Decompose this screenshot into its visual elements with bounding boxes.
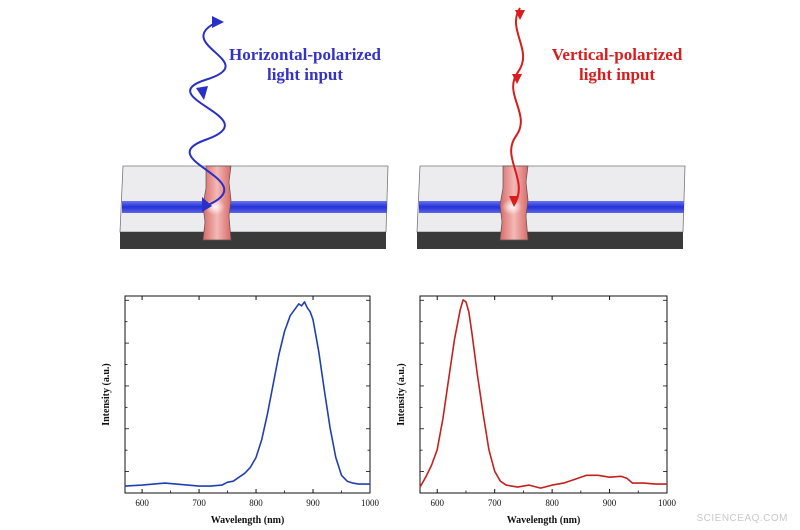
y-axis-title: Intensity (a.u.) [396, 363, 407, 426]
arrow-icon [512, 74, 522, 84]
light-wave-vertical [510, 7, 525, 206]
substrate-side [417, 232, 683, 249]
x-tick-label: 700 [192, 498, 206, 508]
substrate-side [120, 232, 386, 249]
light-wave-horizontal [188, 21, 227, 206]
x-tick-label: 800 [249, 498, 263, 508]
x-tick-label: 900 [306, 498, 320, 508]
x-tick-label: 1000 [658, 498, 677, 508]
device-vertical: Vertical-polarized light input [416, 7, 686, 249]
arrow-icon [196, 86, 208, 100]
x-tick-label: 600 [430, 498, 444, 508]
panel-label-line2: light input [267, 65, 343, 84]
y-axis-title: Intensity (a.u.) [101, 363, 112, 426]
x-tick-label: 900 [603, 498, 617, 508]
spectrum-chart-horizontal: 600 700 800 900 1000 Wavelength (nm) Intensity… [101, 295, 380, 526]
plot-frame [124, 295, 371, 494]
waveguide [122, 201, 387, 213]
x-tick-label: 800 [545, 498, 559, 508]
spectrum-chart-vertical: 600 700 800 900 1000 Wavelength (nm) Intensity… [396, 295, 677, 526]
credit-watermark: SCIENCEAQ.COM [696, 513, 788, 524]
spectrum-line [419, 299, 667, 489]
arrow-icon [212, 16, 224, 28]
arrow-icon [515, 10, 525, 20]
panel-label-line1: Horizontal-polarized [229, 45, 382, 64]
substrate-top [119, 165, 389, 233]
panel-label-line1: Vertical-polarized [552, 45, 683, 64]
x-tick-label: 600 [135, 498, 149, 508]
waveguide [419, 201, 684, 213]
substrate-top [416, 165, 686, 233]
arrow-icon [509, 196, 519, 207]
arrow-icon [202, 197, 212, 212]
x-tick-label: 1000 [361, 498, 380, 508]
coupling-spot [502, 199, 522, 215]
x-axis-title: Wavelength (nm) [211, 515, 285, 526]
x-tick-label: 700 [488, 498, 502, 508]
plot-frame [419, 295, 668, 494]
x-axis-title: Wavelength (nm) [507, 515, 581, 526]
panel-label-line2: light input [579, 65, 655, 84]
device-horizontal: Horizontal-polarized light input [119, 16, 389, 249]
spectrum-line [124, 301, 370, 487]
